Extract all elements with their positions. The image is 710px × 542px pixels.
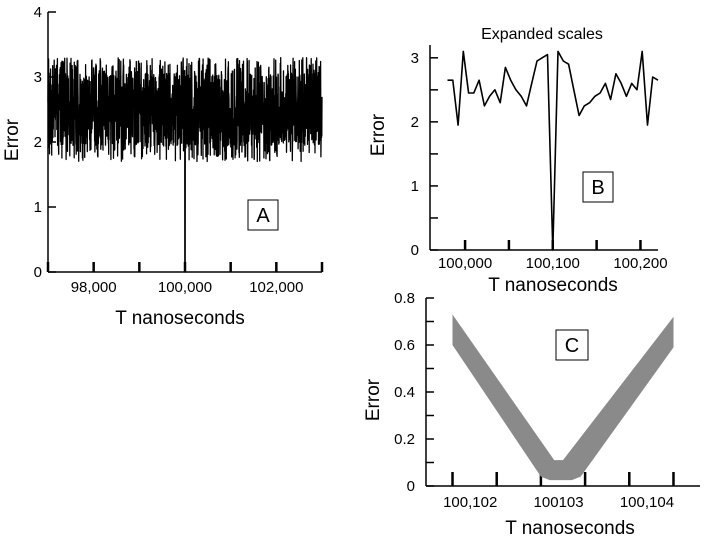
panel-c-panel-label: C [565, 335, 579, 357]
panel-c-y-tick-label: 0 [407, 478, 415, 495]
panel-c-panel-label-box [555, 329, 589, 361]
panel-a-x-tick-label: 102,000 [249, 279, 303, 296]
panel-b-x-axis-label: T nanoseconds [488, 275, 618, 296]
panel-b-panel-label: B [591, 177, 604, 199]
panel-b-y-axis-label: Error [368, 113, 389, 156]
panel-a-x-axis-label: T nanoseconds [115, 308, 245, 329]
panel-a-y-tick-label: 0 [34, 264, 42, 281]
panel-c-x-axis-label: T nanoseconds [505, 518, 635, 539]
panel-a-series-line [47, 56, 323, 273]
panel-b-panel-label-box [582, 171, 614, 203]
panel-c-y-axis-label: Error [363, 378, 384, 421]
panel-b-y-tick-label: 3 [411, 50, 419, 67]
panel-c-y-tick-label: 0.4 [394, 384, 415, 401]
panel-c-y-tick-label: 0.8 [394, 290, 415, 307]
panel-c: 0 0.2 0.4 0.6 0.8 100,102 100103 100,104 T nanos… [363, 290, 700, 539]
panel-c-y-tick-label: 0.6 [394, 337, 415, 354]
panel-b-series-line [447, 50, 659, 251]
panel-b-x-tick-label: 100,000 [438, 255, 492, 272]
panel-b-x-tick-label: 100,200 [613, 255, 667, 272]
panel-c-band [452, 314, 674, 481]
panel-c-x-tick-label: 100,104 [620, 494, 674, 511]
panel-b-y-tick-label: 1 [411, 178, 419, 195]
panel-a-y-tick-label: 4 [34, 4, 42, 21]
panel-a-y-axis-label: Error [2, 118, 23, 161]
panel-b-x-tick-label: 100,100 [526, 255, 580, 272]
panel-a-y-tick-label: 2 [34, 134, 42, 151]
panel-c-x-tick-label: 100,102 [443, 494, 497, 511]
panel-a-panel-label-box [247, 199, 279, 231]
panel-b-chart-title: Expanded scales [481, 26, 603, 43]
panel-c-y-tick-label: 0.2 [394, 431, 415, 448]
panel-b-y-tick-label: 0 [411, 242, 419, 259]
panel-a-y-tick-label: 1 [34, 199, 42, 216]
panel-c-x-tick-label: 100103 [534, 494, 584, 511]
panel-b: 0 1 2 3 100,000 100,100 100,200 T nanoseconds Er… [368, 26, 668, 296]
panel-a-y-tick-label: 3 [34, 69, 42, 86]
panel-b-y-tick-label: 2 [411, 114, 419, 131]
panel-a-x-tick-label: 98,000 [71, 279, 117, 296]
panel-a-panel-label: A [256, 205, 270, 227]
panel-a-x-tick-label: 100,000 [158, 279, 212, 296]
